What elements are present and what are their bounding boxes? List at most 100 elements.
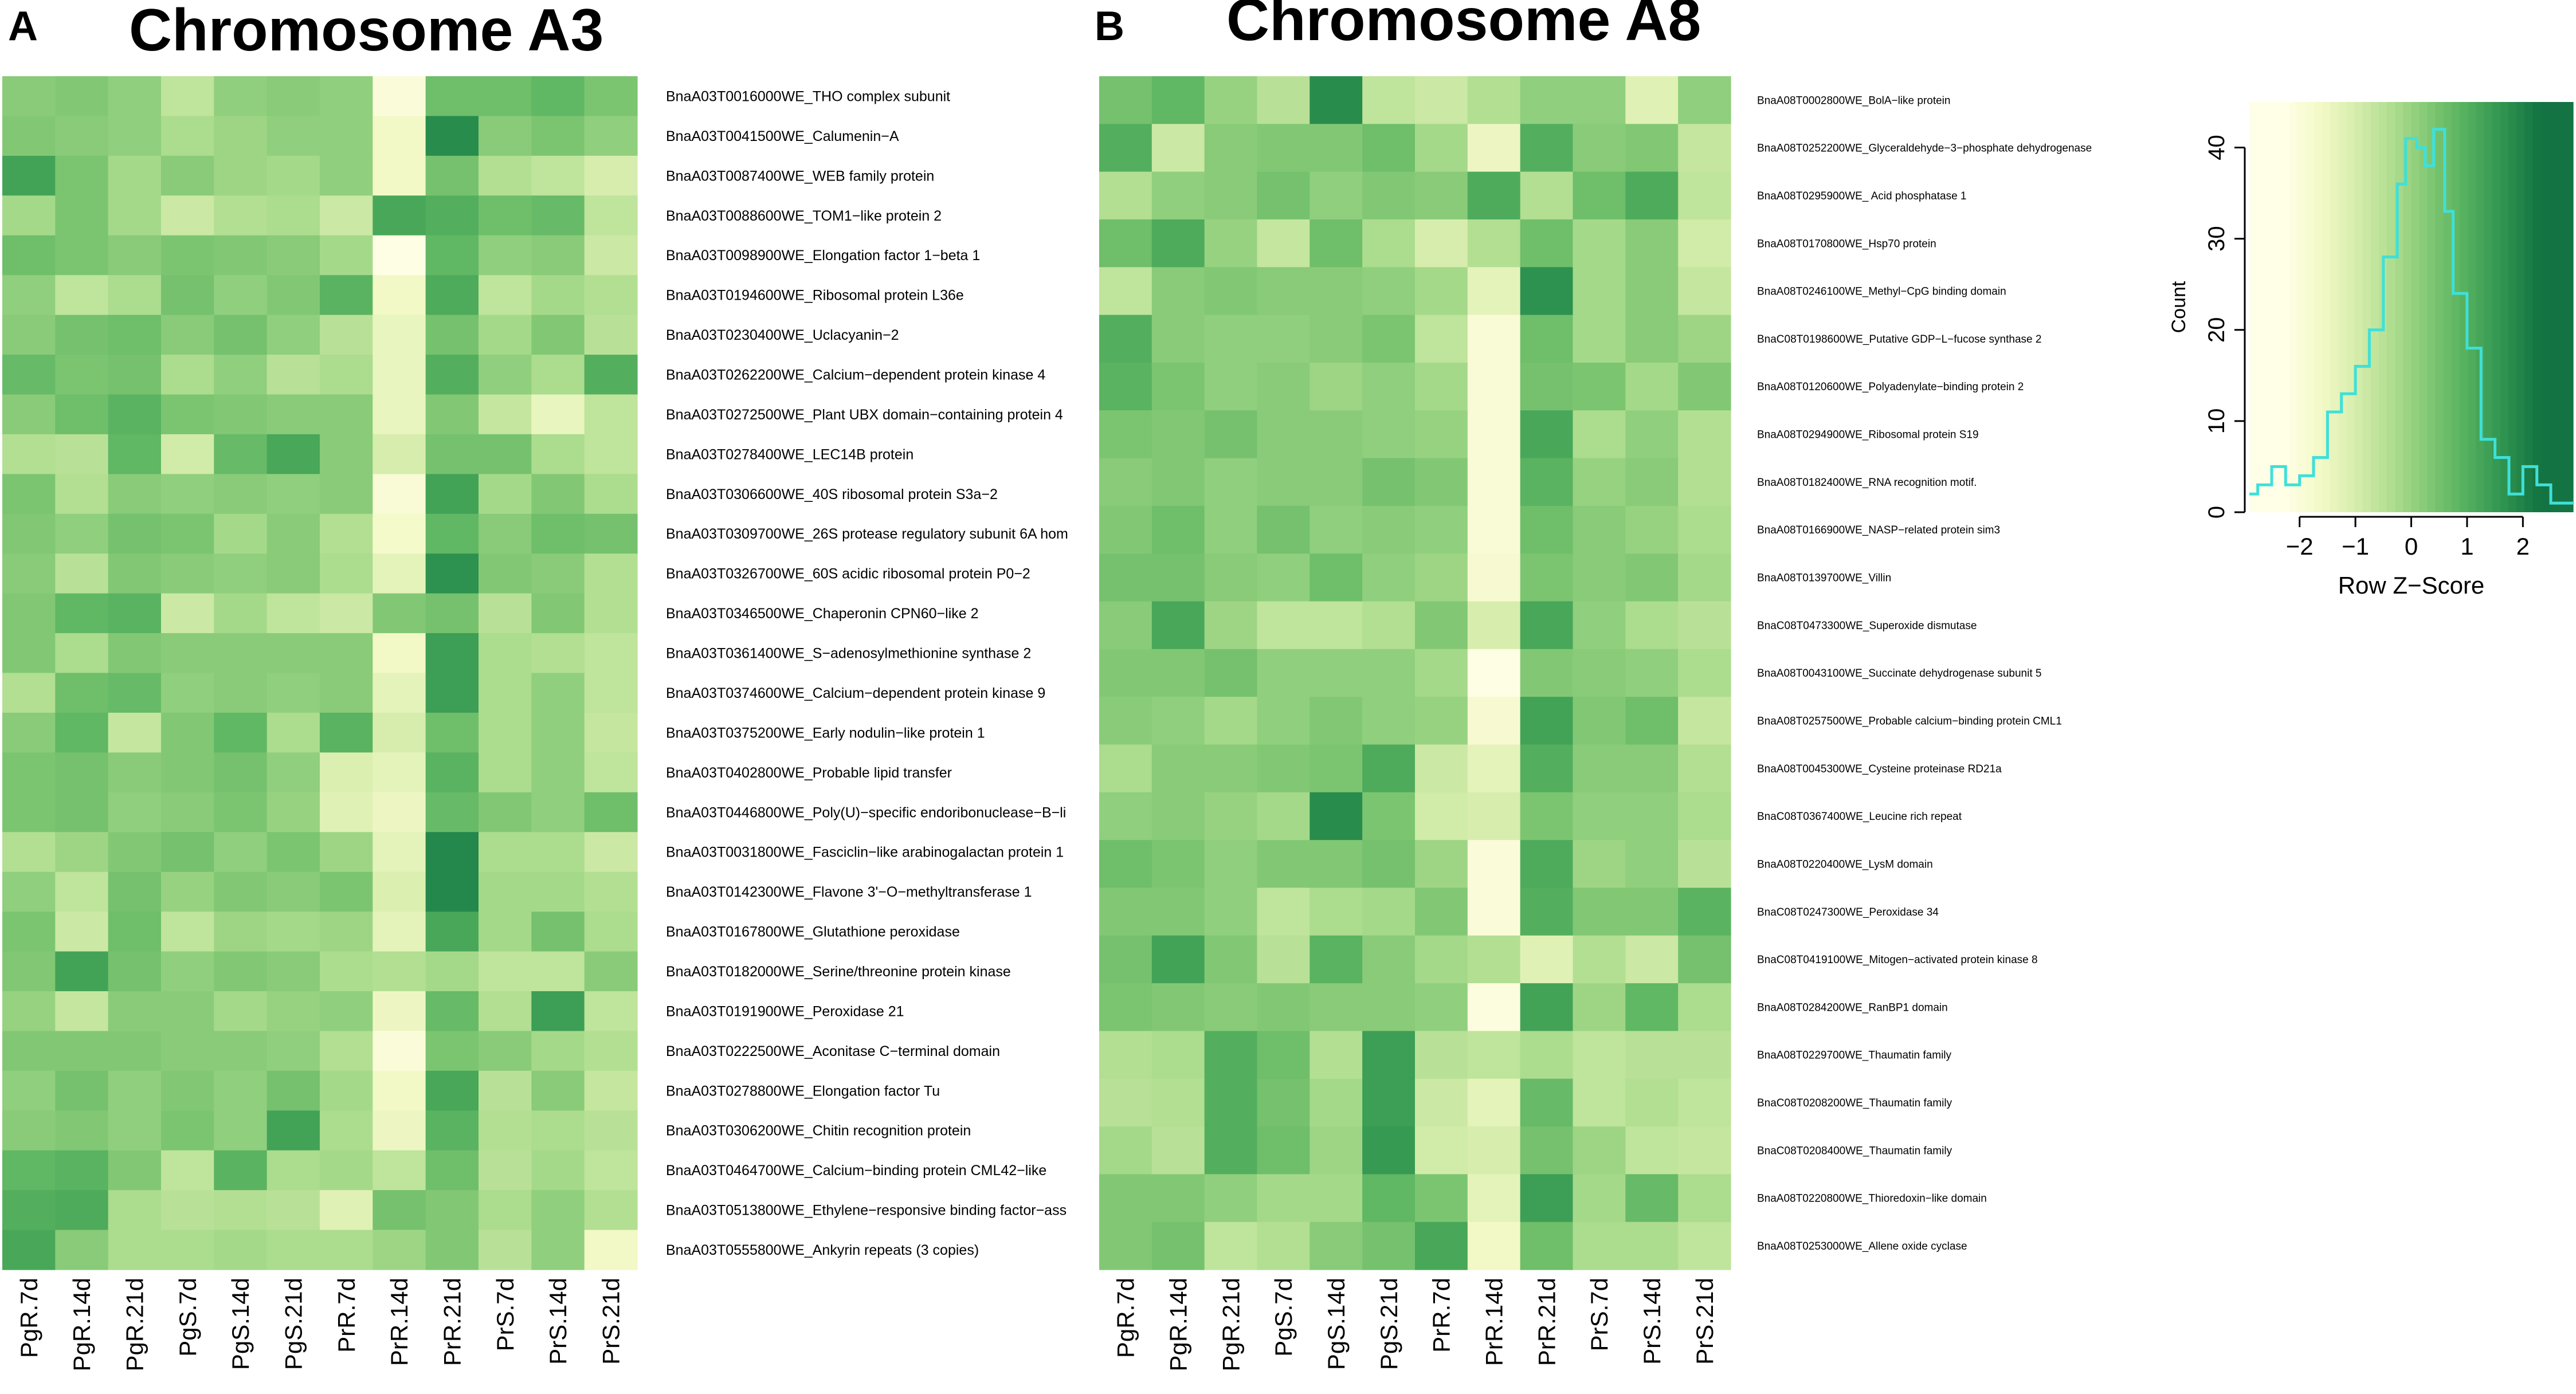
a8-cell: [1625, 1126, 1679, 1175]
a8-cell: [1573, 267, 1626, 316]
a3-cell: [214, 553, 268, 594]
a3-cell: [55, 355, 109, 395]
a3-cell: [108, 513, 162, 554]
a3-cell: [108, 752, 162, 793]
a8-cell: [1625, 935, 1679, 984]
a8-cell: [1415, 1031, 1468, 1079]
a8-row-label: BnaA08T0002800WE_BolA−like protein: [1757, 95, 1950, 107]
a8-cell: [1467, 410, 1521, 459]
a3-cell: [214, 1070, 268, 1111]
a3-cell: [108, 633, 162, 674]
a3-cell: [479, 76, 532, 117]
a8-cell: [1625, 171, 1679, 220]
a3-cell: [2, 275, 56, 316]
a3-cell: [373, 1110, 426, 1151]
panel-a-title: Chromosome A3: [129, 0, 603, 64]
a3-cell: [479, 712, 532, 753]
a3-cell: [584, 633, 638, 674]
a8-cell: [1678, 744, 1731, 793]
a3-cell: [425, 513, 479, 554]
a8-cell: [1151, 1174, 1205, 1223]
a3-cell: [531, 1150, 585, 1191]
a8-column-label: PrS.14d: [1638, 1278, 1665, 1365]
a8-cell: [1151, 505, 1205, 554]
color-key-gradient-strip: [2257, 102, 2266, 512]
a8-cell: [1625, 888, 1679, 936]
a8-cell: [1099, 792, 1152, 841]
color-key-y-tick-label: 10: [2204, 409, 2229, 434]
a3-cell: [214, 315, 268, 355]
a3-cell: [161, 1190, 214, 1231]
a8-cell: [1520, 458, 1574, 506]
a3-cell: [266, 1190, 320, 1231]
a3-cell: [425, 991, 479, 1031]
a8-cell: [1309, 840, 1363, 889]
a3-cell: [108, 76, 162, 117]
a3-row-label: BnaA03T0230400WE_Uclacyanin−2: [666, 327, 899, 343]
a8-cell: [1151, 1222, 1205, 1270]
a3-cell: [373, 513, 426, 554]
a3-cell: [266, 155, 320, 196]
a8-cell: [1467, 649, 1521, 697]
a3-cell: [425, 275, 479, 316]
color-key-histogram-line: [2249, 128, 2573, 505]
a3-cell: [55, 116, 109, 156]
a3-cell: [214, 1230, 268, 1270]
a3-cell: [320, 871, 373, 912]
a3-row-label: BnaA03T0088600WE_TOM1−like protein 2: [666, 208, 942, 224]
a3-cell: [266, 633, 320, 674]
a3-cell: [425, 1031, 479, 1071]
a3-cell: [425, 1070, 479, 1111]
color-key-gradient-strip: [2524, 102, 2533, 512]
a3-cell: [425, 871, 479, 912]
a8-column-label: PrS.7d: [1586, 1278, 1613, 1351]
a8-cell: [1309, 1222, 1363, 1270]
a3-cell: [531, 474, 585, 515]
a8-cell: [1099, 505, 1152, 554]
a8-cell: [1309, 362, 1363, 411]
a8-cell: [1257, 744, 1310, 793]
a3-cell: [425, 912, 479, 952]
a8-cell: [1151, 935, 1205, 984]
a8-cell: [1573, 1031, 1626, 1079]
a3-cell: [55, 474, 109, 515]
a3-cell: [531, 593, 585, 634]
a3-column-label: PgR.14d: [68, 1278, 95, 1371]
a8-cell: [1309, 553, 1363, 602]
a3-cell: [320, 991, 373, 1031]
a8-cell: [1678, 601, 1731, 650]
a3-cell: [161, 633, 214, 674]
a3-cell: [2, 474, 56, 515]
a3-cell: [531, 832, 585, 873]
a3-cell: [161, 235, 214, 276]
a8-cell: [1520, 935, 1574, 984]
a3-cell: [373, 1230, 426, 1270]
a3-cell: [531, 434, 585, 474]
color-key-y-tick-label: 40: [2204, 135, 2229, 160]
a8-cell: [1625, 744, 1679, 793]
a3-cell: [214, 195, 268, 236]
a3-row-label: BnaA03T0167800WE_Glutathione peroxidase: [666, 924, 960, 940]
a8-cell: [1099, 362, 1152, 411]
a3-row-label: BnaA03T0326700WE_60S acidic ribosomal pr…: [666, 566, 1030, 582]
a3-cell: [2, 912, 56, 952]
a3-cell: [320, 951, 373, 992]
a3-column-label: PgS.21d: [280, 1278, 307, 1370]
a8-cell: [1625, 1174, 1679, 1223]
a8-cell: [1204, 219, 1258, 268]
a3-cell: [108, 474, 162, 515]
a3-cell: [584, 474, 638, 515]
color-key-x-tick-label: −2: [2286, 533, 2314, 560]
a8-cell: [1204, 744, 1258, 793]
a8-cell: [1309, 124, 1363, 172]
a8-cell: [1362, 744, 1416, 793]
a3-cell: [584, 315, 638, 355]
a8-row-label: BnaA08T0043100WE_Succinate dehydrogenase…: [1757, 667, 2041, 680]
a8-cell: [1257, 76, 1310, 124]
a8-cell: [1467, 888, 1521, 936]
a3-column-label: PgR.7d: [15, 1278, 42, 1358]
a3-cell: [55, 235, 109, 276]
a8-cell: [1204, 935, 1258, 984]
a3-cell: [320, 275, 373, 316]
